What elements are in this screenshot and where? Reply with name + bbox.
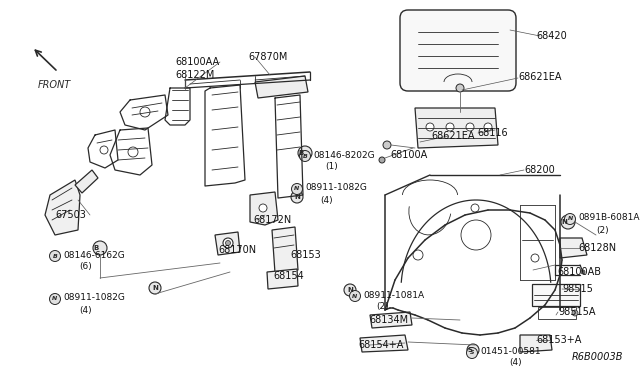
Text: B: B [298,150,303,156]
Text: 68153+A: 68153+A [536,335,581,345]
Polygon shape [267,269,298,289]
Polygon shape [45,180,80,235]
Text: 98515: 98515 [562,284,593,294]
Text: (4): (4) [320,196,333,205]
Circle shape [149,282,161,294]
Text: 67870M: 67870M [248,52,287,62]
Polygon shape [250,192,278,225]
Text: 68420: 68420 [536,31,567,41]
Text: 68154: 68154 [273,271,304,281]
Text: 68200: 68200 [524,165,555,175]
Text: 08146-6162G: 08146-6162G [63,250,125,260]
FancyBboxPatch shape [538,307,576,319]
Text: B: B [52,253,58,259]
Text: B: B [303,154,307,158]
Circle shape [572,310,578,316]
Circle shape [223,238,233,248]
Text: 68154+A: 68154+A [358,340,403,350]
Text: N: N [561,219,567,225]
Circle shape [349,291,360,301]
Text: 68100AB: 68100AB [557,267,601,277]
Text: 68172N: 68172N [253,215,291,225]
Text: (1): (1) [325,163,338,171]
Text: 08911-1081A: 08911-1081A [363,291,424,299]
Polygon shape [272,227,298,273]
Polygon shape [75,170,98,193]
Text: 0891B-6081A: 0891B-6081A [578,214,639,222]
Circle shape [298,146,312,160]
Circle shape [379,157,385,163]
Text: S: S [467,347,472,353]
Circle shape [291,191,303,203]
Text: 68621EA: 68621EA [431,131,474,141]
Text: (6): (6) [79,263,92,272]
Polygon shape [215,232,240,255]
Circle shape [471,204,479,212]
Text: N: N [52,296,58,301]
FancyBboxPatch shape [532,284,580,306]
Circle shape [581,270,585,274]
Circle shape [456,84,464,92]
Circle shape [140,107,150,117]
Circle shape [484,123,492,131]
Circle shape [467,347,477,359]
Text: N: N [568,217,573,221]
Circle shape [466,123,474,131]
FancyBboxPatch shape [400,10,516,91]
Text: N: N [294,186,300,192]
Text: 68128N: 68128N [578,243,616,253]
Circle shape [531,254,539,262]
Text: 68122M: 68122M [175,70,214,80]
Text: FRONT: FRONT [38,80,71,90]
Text: 68100AA: 68100AA [175,57,219,67]
Circle shape [446,123,454,131]
Polygon shape [560,238,587,258]
Polygon shape [520,335,552,352]
Circle shape [49,294,61,305]
Circle shape [300,151,310,161]
Text: 68153: 68153 [290,250,321,260]
Text: (2): (2) [376,302,388,311]
Text: 08911-1082G: 08911-1082G [305,183,367,192]
Text: 98515A: 98515A [558,307,595,317]
Polygon shape [255,76,308,98]
Circle shape [291,183,303,195]
Text: S: S [470,350,474,356]
Text: 68116: 68116 [477,128,508,138]
Circle shape [383,141,391,149]
Circle shape [128,147,138,157]
Circle shape [100,146,108,154]
Text: B: B [93,245,99,251]
Text: N: N [152,285,158,291]
Circle shape [344,284,356,296]
Polygon shape [360,335,408,352]
Text: N: N [347,287,353,293]
Text: 08146-8202G: 08146-8202G [313,151,374,160]
Text: (2): (2) [596,225,609,234]
Text: 68170N: 68170N [218,245,256,255]
Text: 68100A: 68100A [390,150,428,160]
Circle shape [426,123,434,131]
Text: 08911-1082G: 08911-1082G [63,294,125,302]
Circle shape [49,250,61,262]
Text: R6B0003B: R6B0003B [572,352,623,362]
Text: 68134M: 68134M [369,315,408,325]
Circle shape [259,204,267,212]
Circle shape [561,215,575,229]
Text: 68621EA: 68621EA [518,72,561,82]
Text: N: N [353,294,358,298]
Circle shape [564,214,575,224]
Circle shape [93,241,107,255]
Text: (4): (4) [509,357,522,366]
Text: (4): (4) [79,305,92,314]
Circle shape [467,344,479,356]
Polygon shape [370,312,412,328]
Polygon shape [415,108,498,148]
Circle shape [413,250,423,260]
Text: 01451-00581: 01451-00581 [480,347,541,356]
Text: 67503: 67503 [55,210,86,220]
Circle shape [225,241,230,246]
Text: N: N [294,194,300,200]
